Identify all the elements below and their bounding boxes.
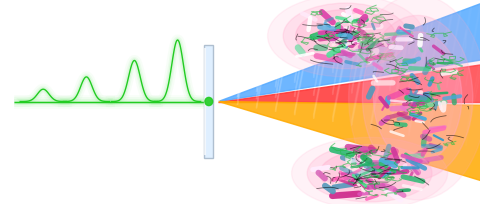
Polygon shape [218, 61, 480, 102]
Polygon shape [276, 9, 295, 112]
Polygon shape [390, 0, 409, 92]
Polygon shape [238, 5, 256, 105]
FancyBboxPatch shape [204, 46, 213, 158]
Polygon shape [218, 0, 238, 102]
Polygon shape [218, 2, 238, 102]
Polygon shape [409, 26, 428, 136]
Ellipse shape [320, 151, 420, 196]
Ellipse shape [267, 0, 423, 78]
Polygon shape [238, 0, 256, 97]
Polygon shape [276, 0, 295, 88]
Ellipse shape [292, 138, 447, 204]
Polygon shape [313, 0, 333, 78]
Polygon shape [390, 0, 409, 60]
Ellipse shape [296, 11, 396, 63]
Ellipse shape [205, 98, 213, 106]
Ellipse shape [373, 33, 462, 163]
Polygon shape [371, 0, 390, 93]
Polygon shape [313, 0, 333, 96]
Polygon shape [352, 19, 371, 126]
Polygon shape [333, 0, 352, 95]
Polygon shape [295, 0, 313, 97]
Polygon shape [409, 0, 428, 90]
Polygon shape [409, 0, 428, 55]
Ellipse shape [283, 4, 408, 69]
Polygon shape [218, 0, 480, 102]
Polygon shape [256, 7, 276, 109]
Polygon shape [218, 0, 238, 102]
Ellipse shape [362, 16, 473, 180]
Polygon shape [352, 0, 371, 69]
Polygon shape [295, 0, 313, 83]
Polygon shape [313, 14, 333, 119]
Polygon shape [238, 0, 256, 101]
Polygon shape [218, 102, 480, 188]
Polygon shape [276, 0, 295, 99]
Polygon shape [352, 0, 371, 94]
Polygon shape [371, 21, 390, 129]
Polygon shape [256, 0, 276, 100]
Polygon shape [333, 16, 352, 122]
Polygon shape [333, 0, 352, 74]
Polygon shape [295, 12, 313, 116]
Ellipse shape [307, 145, 432, 202]
Polygon shape [390, 23, 409, 133]
Polygon shape [256, 0, 276, 93]
Ellipse shape [348, 0, 480, 200]
Polygon shape [371, 0, 390, 64]
